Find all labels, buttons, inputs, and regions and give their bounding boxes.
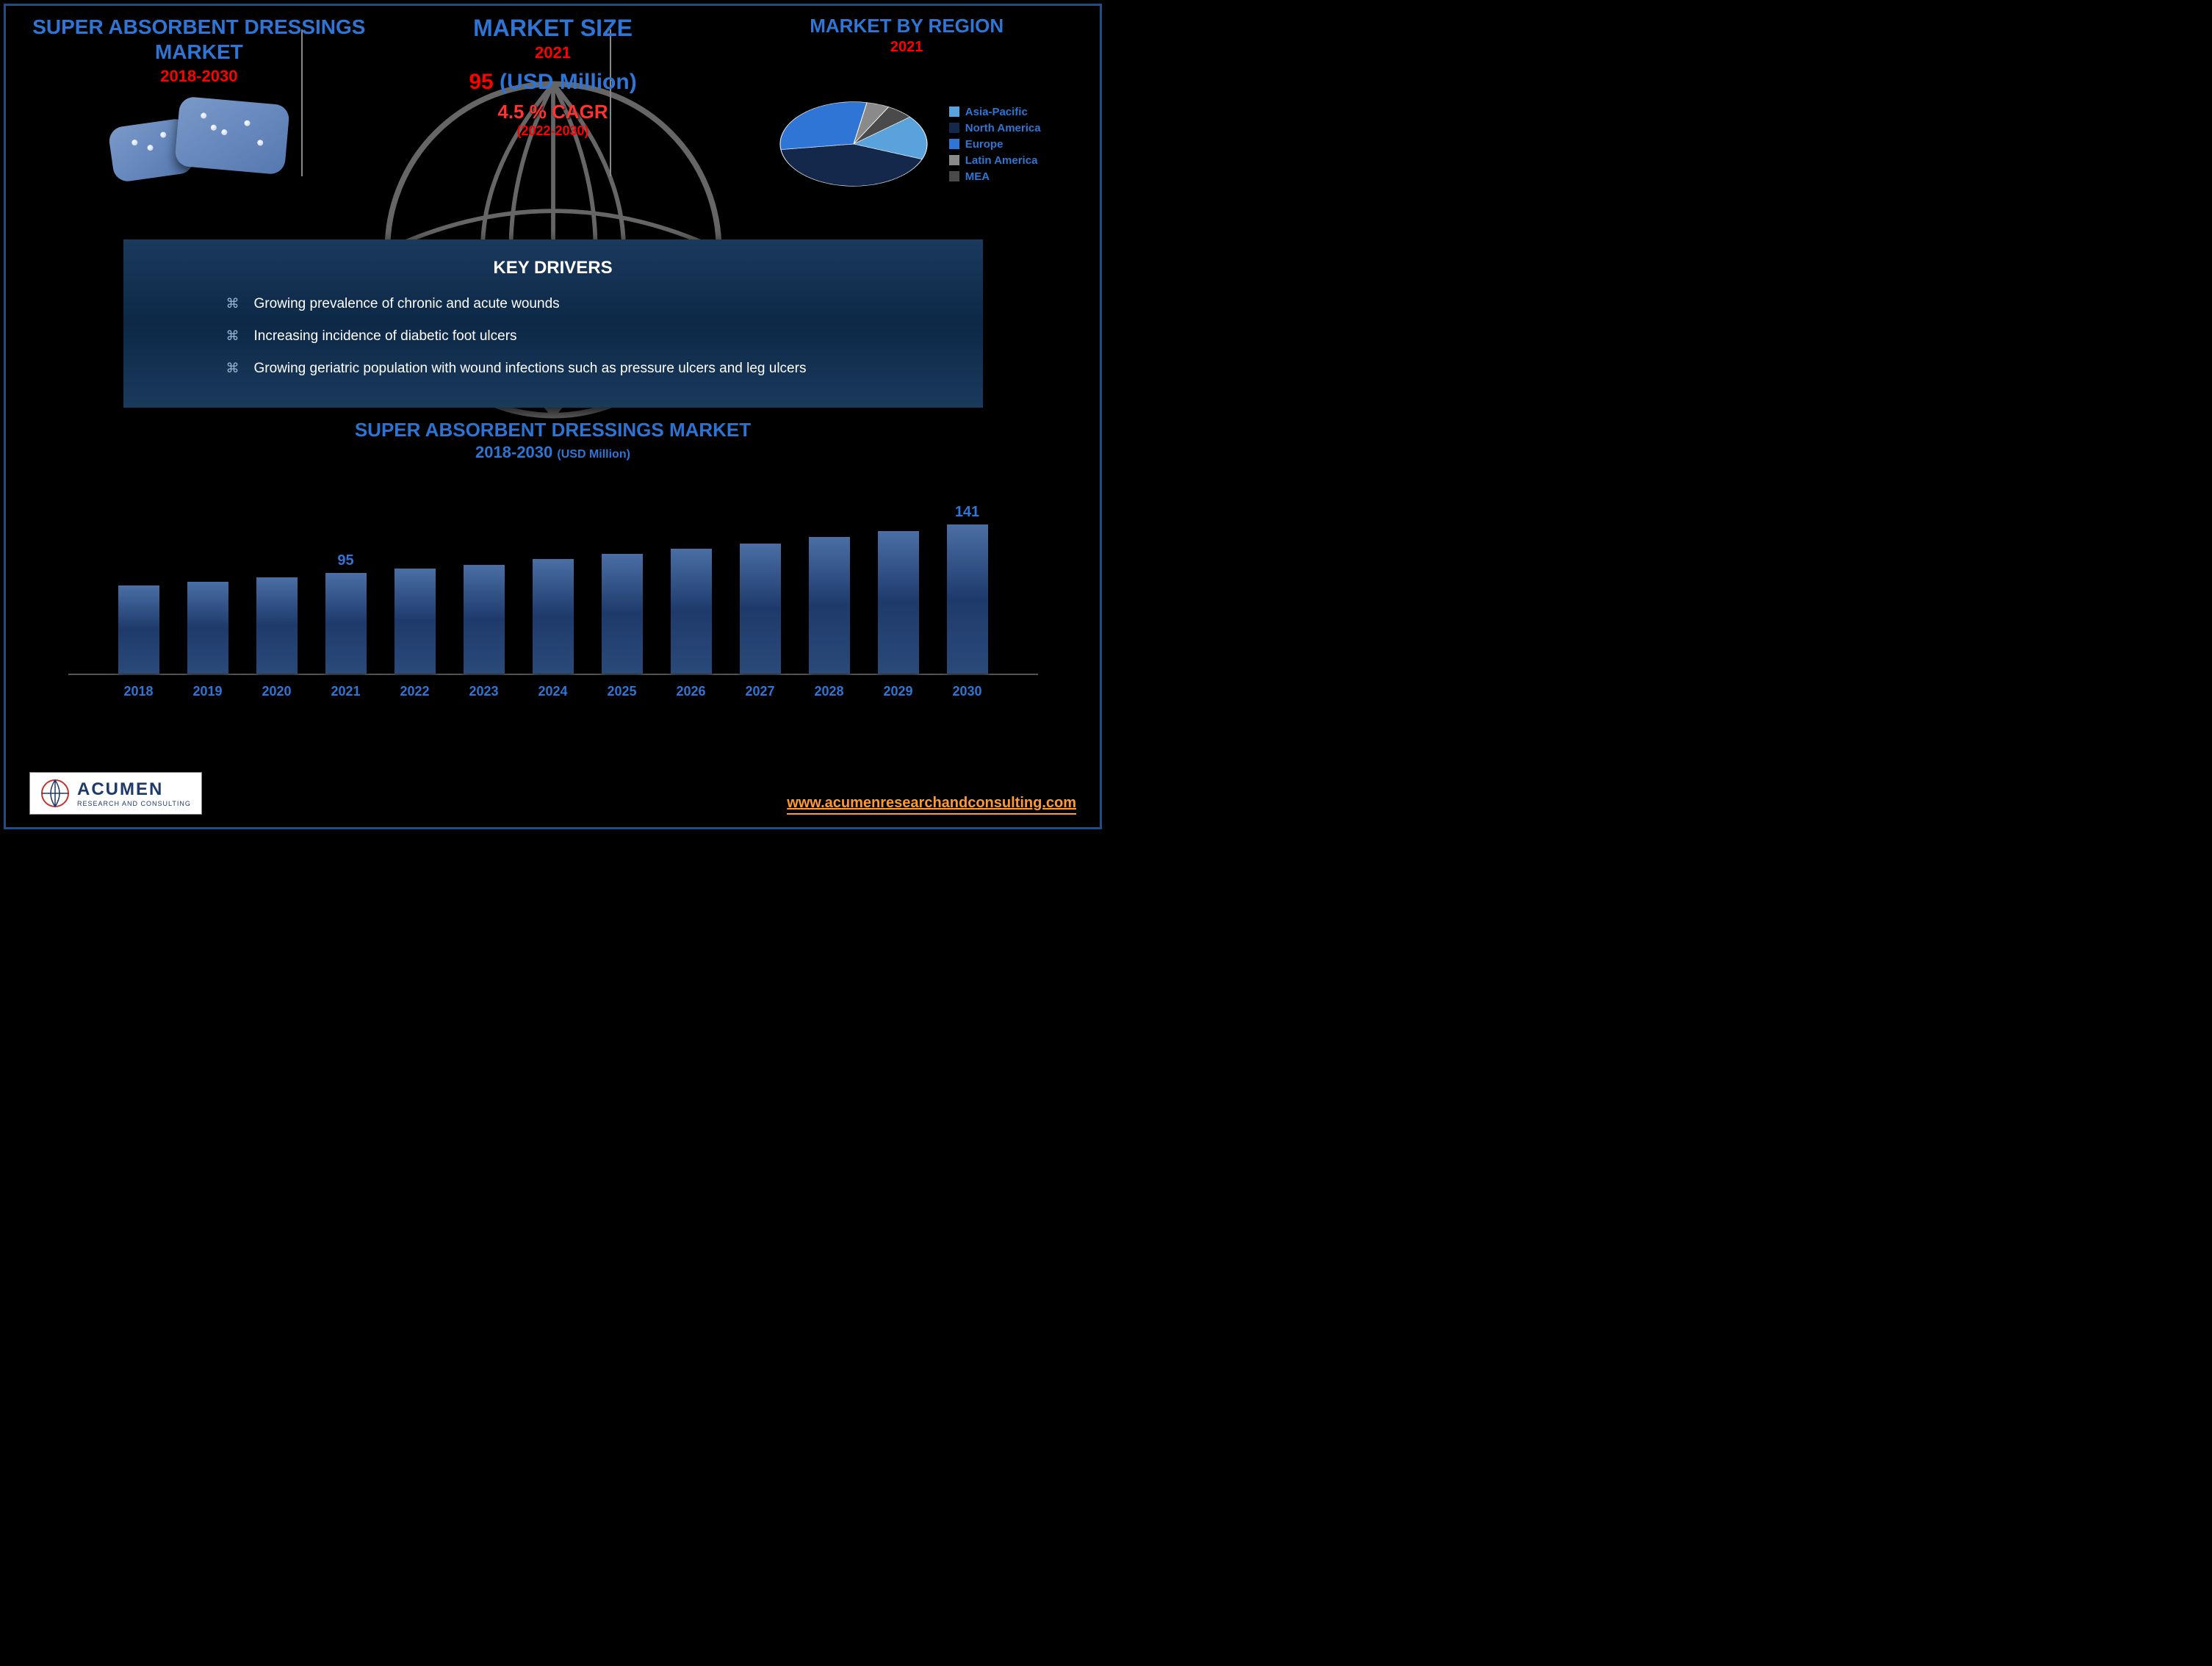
bar-chart-area: SUPER ABSORBENT DRESSINGS MARKET 2018-20… [0,419,1106,699]
logo-subtext: RESEARCH AND CONSULTING [77,800,191,807]
driver-text: Growing prevalence of chronic and acute … [254,292,560,317]
bar [740,544,781,674]
x-label: 2023 [464,684,505,699]
x-label: 2019 [187,684,228,699]
x-label: 2022 [395,684,436,699]
legend-swatch [949,139,959,149]
bar [602,554,643,673]
legend-label: Europe [965,138,1004,151]
x-label: 2025 [602,684,643,699]
x-label: 2027 [740,684,781,699]
bar-value-label: 141 [955,504,979,521]
pie-slice [780,102,867,150]
market-years: 2018-2030 [22,67,376,86]
bar [395,569,436,673]
key-drivers-title: KEY DRIVERS [167,258,939,278]
pie-chart-wrap: Asia-Pacific North America Europe Latin Ame… [729,63,1084,225]
x-label: 2029 [878,684,919,699]
driver-item: ⌘ Growing geriatric population with wound… [167,356,939,381]
bar-column [256,577,298,674]
bar-column [118,585,159,673]
bar-column: 95 [325,573,367,674]
bar [464,565,505,674]
legend-swatch [949,155,959,165]
bar-column [740,544,781,674]
bar-column [602,554,643,673]
driver-text: Increasing incidence of diabetic foot ul… [254,324,517,349]
legend-swatch [949,107,959,117]
website-url[interactable]: www.acumenresearchandconsulting.com [787,795,1076,815]
pie-chart [773,98,934,190]
footer: ACUMEN RESEARCH AND CONSULTING www.acume… [0,772,1106,815]
market-size-value: 95 (USD Million) [376,70,730,95]
bar [256,577,298,674]
x-label: 2024 [533,684,574,699]
region-title: MARKET BY REGION [729,15,1084,37]
bar-column [533,559,574,673]
bar [809,537,850,673]
legend-item: North America [949,122,1041,134]
bar [878,531,919,674]
key-drivers-list: ⌘ Growing prevalence of chronic and acute… [167,292,939,382]
legend-label: Latin America [965,154,1038,167]
cagr-years: (2022-2030) [376,123,730,139]
bullet-icon: ⌘ [226,324,239,347]
bar-column [464,565,505,674]
x-label: 2028 [809,684,850,699]
legend-label: Asia-Pacific [965,106,1028,118]
bar-value-label: 95 [337,552,353,569]
bar [187,582,228,674]
bar: 95 [325,573,367,674]
bar-column [187,582,228,674]
bar [533,559,574,673]
legend-item: MEA [949,170,1041,183]
region-year: 2021 [729,39,1084,56]
driver-item: ⌘ Increasing incidence of diabetic foot u… [167,324,939,349]
globe-icon [40,779,70,808]
bar-column: 141 [947,524,988,674]
cagr-value: 4.5 % CAGR [376,101,730,123]
bar-column [395,569,436,673]
product-image [104,97,295,185]
x-axis-labels: 2018 2019 2020 2021 2022 2023 2024 2025 2026 2027… [68,684,1038,699]
left-panel: SUPER ABSORBENT DRESSINGS MARKET 2018-20… [22,15,376,225]
key-drivers-panel: KEY DRIVERS ⌘ Growing prevalence of chron… [123,239,983,408]
legend-label: MEA [965,170,990,183]
market-size-title: MARKET SIZE [376,15,730,42]
bar-chart: 95 141 [68,484,1038,675]
bullet-icon: ⌘ [226,292,239,315]
bar: 141 [947,524,988,674]
legend-item: Latin America [949,154,1041,167]
x-label: 2026 [671,684,712,699]
x-label: 2020 [256,684,298,699]
bar-column [809,537,850,673]
x-label: 2021 [325,684,367,699]
bar [671,549,712,674]
bar-column [878,531,919,674]
pie-legend: Asia-Pacific North America Europe Latin Ame… [949,102,1041,187]
legend-swatch [949,123,959,133]
bar-column [671,549,712,674]
legend-label: North America [965,122,1041,134]
legend-item: Europe [949,138,1041,151]
driver-text: Growing geriatric population with wound … [254,356,807,381]
driver-item: ⌘ Growing prevalence of chronic and acute… [167,292,939,317]
logo-text: ACUMEN [77,779,191,800]
mid-panel: MARKET SIZE 2021 95 (USD Million) 4.5 % … [376,15,730,225]
chart-title: SUPER ABSORBENT DRESSINGS MARKET [0,419,1106,441]
top-row: SUPER ABSORBENT DRESSINGS MARKET 2018-20… [0,0,1106,225]
x-label: 2030 [947,684,988,699]
right-panel: MARKET BY REGION 2021 Asia-Pacific North … [729,15,1084,225]
legend-item: Asia-Pacific [949,106,1041,118]
chart-subtitle: 2018-2030 (USD Million) [0,443,1106,462]
x-label: 2018 [118,684,159,699]
bar [118,585,159,673]
bullet-icon: ⌘ [226,356,239,380]
legend-swatch [949,171,959,181]
market-size-year: 2021 [376,43,730,62]
acumen-logo: ACUMEN RESEARCH AND CONSULTING [29,772,202,815]
market-title: SUPER ABSORBENT DRESSINGS MARKET [22,15,376,64]
